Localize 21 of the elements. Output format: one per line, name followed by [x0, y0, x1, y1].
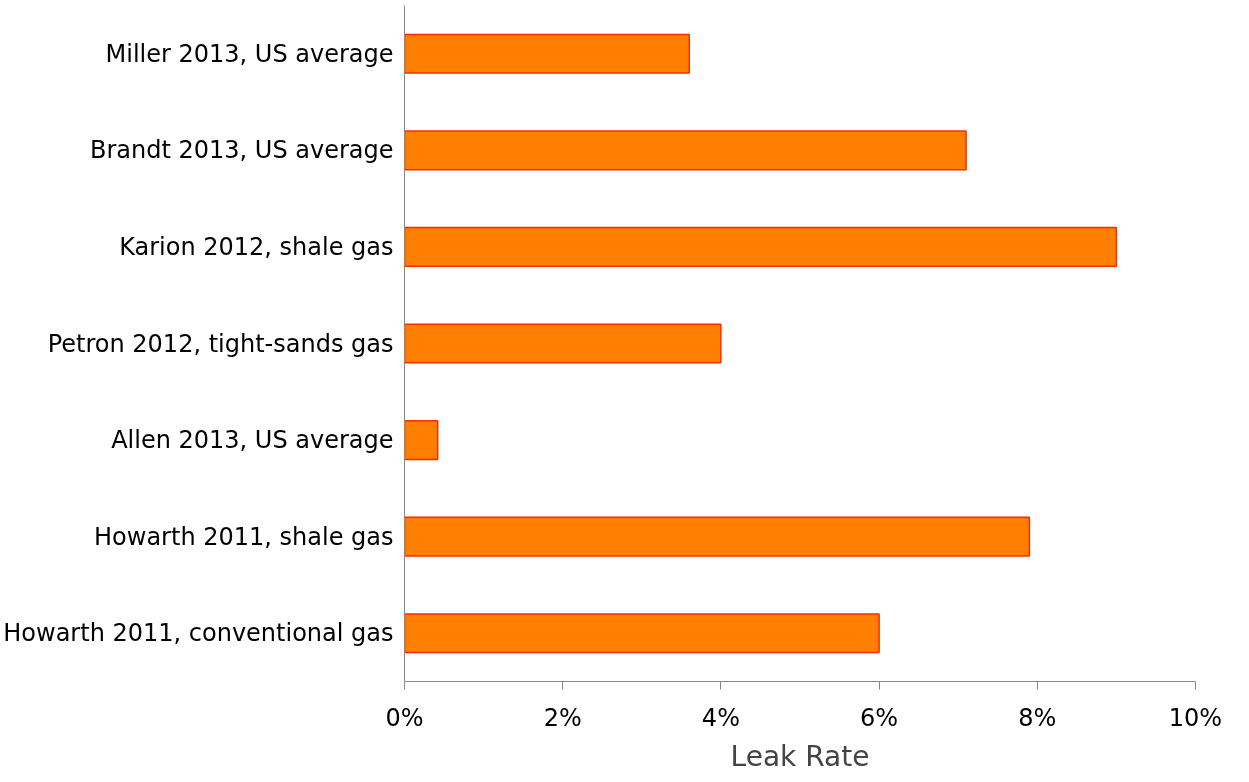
x-tick-label: 2%: [543, 703, 582, 732]
x-tick-label: 6%: [860, 703, 899, 732]
y-tick-label: Miller 2013, US average: [105, 39, 394, 68]
x-axis-title: Leak Rate: [730, 739, 870, 773]
bar: [404, 130, 967, 171]
y-tick-label: Brandt 2013, US average: [89, 136, 394, 165]
y-tick-label: Petron 2012, tight-sands gas: [47, 329, 394, 358]
y-tick-label: Howarth 2011, shale gas: [94, 522, 394, 551]
x-tick-label: 10%: [1168, 703, 1223, 732]
y-tick-label: Howarth 2011, conventional gas: [3, 619, 394, 648]
bar: [404, 613, 880, 654]
bar: [404, 226, 1118, 267]
y-tick-label: Karion 2012, shale gas: [119, 232, 394, 261]
x-tick-label: 8%: [1018, 703, 1057, 732]
bar: [404, 516, 1031, 557]
bar: [404, 323, 722, 364]
bar: [404, 33, 691, 74]
bar: [404, 420, 439, 461]
x-tick-label: 4%: [701, 703, 740, 732]
x-tick-label: 0%: [385, 703, 424, 732]
y-tick-label: Allen 2013, US average: [111, 426, 394, 455]
